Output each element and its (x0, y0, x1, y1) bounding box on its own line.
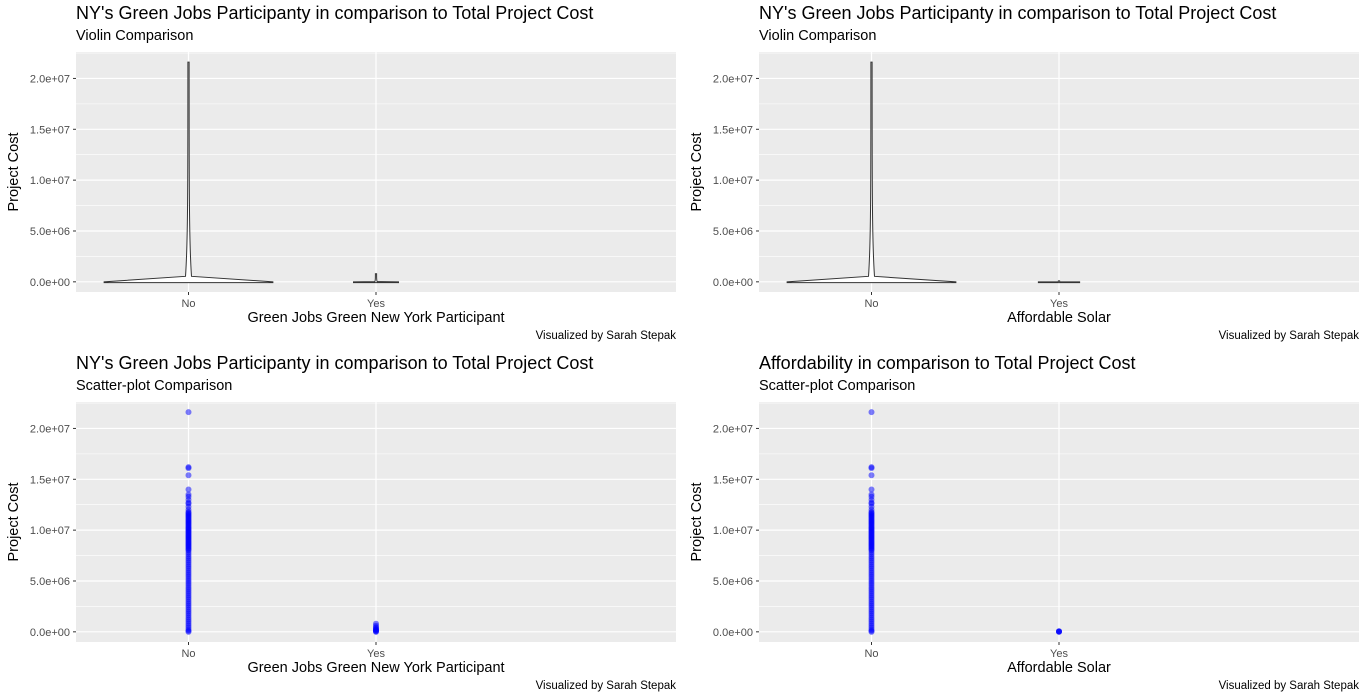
y-axis-ticks: 0.0e+00 5.0e+06 1.0e+07 1.5e+07 2.0e+07 (713, 423, 759, 639)
x-axis-title: Affordable Solar (1007, 660, 1111, 676)
y-tick-label: 1.5e+07 (713, 474, 753, 486)
x-tick-label: Yes (367, 648, 385, 660)
chart-marks (185, 409, 379, 635)
y-tick-label: 5.0e+06 (30, 576, 70, 588)
y-tick-label: 2.0e+07 (30, 73, 70, 85)
y-axis-ticks: 0.0e+00 5.0e+06 1.0e+07 1.5e+07 2.0e+07 (30, 73, 76, 289)
chart-marks (786, 61, 1081, 284)
scatter-point (868, 409, 875, 416)
x-axis-ticks: No Yes (181, 642, 385, 660)
chart-plot: 0.0e+00 5.0e+06 1.0e+07 1.5e+07 2.0e+07 No Ye… (689, 52, 1359, 326)
chart-plot: 0.0e+00 5.0e+06 1.0e+07 1.5e+07 2.0e+07 No Ye… (6, 52, 676, 326)
chart-marks (103, 61, 399, 284)
y-tick-label: 5.0e+06 (713, 226, 753, 238)
chart-title: NY's Green Jobs Participanty in comparis… (759, 3, 1277, 23)
chart-plot: 0.0e+00 5.0e+06 1.0e+07 1.5e+07 2.0e+07 No Ye… (6, 402, 676, 676)
chart-caption: Visualized by Sarah Stepak (1218, 680, 1359, 692)
scatter-point (185, 465, 192, 472)
scatter-point (185, 409, 192, 416)
x-axis-title: Green Jobs Green New York Participant (247, 660, 504, 676)
y-axis-title: Project Cost (6, 133, 22, 212)
x-tick-label: No (181, 298, 195, 310)
chart-panel-scatter-green-jobs: NY's Green Jobs Participanty in comparis… (0, 350, 683, 700)
x-axis-ticks: No Yes (864, 642, 1068, 660)
chart-caption: Visualized by Sarah Stepak (1218, 330, 1359, 342)
scatter-point (185, 486, 192, 493)
y-tick-label: 1.0e+07 (30, 525, 70, 537)
y-tick-label: 1.0e+07 (30, 175, 70, 187)
chart-title: NY's Green Jobs Participanty in comparis… (76, 3, 594, 23)
x-tick-label: Yes (1050, 298, 1068, 310)
chart-caption: Visualized by Sarah Stepak (535, 680, 676, 692)
x-tick-label: No (181, 648, 195, 660)
y-tick-label: 2.0e+07 (713, 73, 753, 85)
violin-yes (353, 273, 399, 284)
chart-subtitle: Scatter-plot Comparison (759, 378, 916, 394)
x-tick-label: No (864, 298, 878, 310)
grid-major (76, 402, 676, 642)
chart-title: Affordability in comparison to Total Pro… (759, 353, 1136, 373)
x-tick-label: Yes (367, 298, 385, 310)
chart-panel-scatter-affordable-solar: Affordability in comparison to Total Pro… (683, 350, 1366, 700)
y-axis-title: Project Cost (6, 483, 22, 562)
x-axis-ticks: No Yes (181, 292, 385, 310)
scatter-point (868, 486, 875, 493)
violin-no (103, 61, 274, 284)
x-axis-ticks: No Yes (864, 292, 1068, 310)
y-tick-label: 0.0e+00 (713, 627, 753, 639)
x-axis-title: Green Jobs Green New York Participant (247, 310, 504, 326)
violin-no (786, 61, 957, 284)
chart-panel-violin-green-jobs: NY's Green Jobs Participanty in comparis… (0, 0, 683, 350)
scatter-point (868, 465, 875, 472)
y-tick-label: 1.5e+07 (30, 474, 70, 486)
y-tick-label: 5.0e+06 (713, 576, 753, 588)
scatter-point (373, 628, 379, 635)
chart-marks (868, 409, 1062, 635)
y-tick-label: 0.0e+00 (30, 277, 70, 289)
x-tick-label: Yes (1050, 648, 1068, 660)
y-tick-label: 5.0e+06 (30, 226, 70, 238)
y-tick-label: 1.5e+07 (713, 124, 753, 136)
scatter-point (1056, 628, 1062, 635)
y-tick-label: 1.0e+07 (713, 525, 753, 537)
y-tick-label: 2.0e+07 (713, 423, 753, 435)
y-tick-label: 0.0e+00 (30, 627, 70, 639)
scatter-point (185, 628, 192, 635)
scatter-point (185, 472, 192, 479)
chart-caption: Visualized by Sarah Stepak (535, 330, 676, 342)
y-axis-ticks: 0.0e+00 5.0e+06 1.0e+07 1.5e+07 2.0e+07 (30, 423, 76, 639)
chart-subtitle: Violin Comparison (76, 28, 194, 44)
y-axis-title: Project Cost (689, 133, 705, 212)
chart-subtitle: Scatter-plot Comparison (76, 378, 233, 394)
chart-plot: 0.0e+00 5.0e+06 1.0e+07 1.5e+07 2.0e+07 No Ye… (689, 402, 1359, 676)
scatter-point (868, 472, 875, 479)
scatter-point (868, 628, 875, 635)
x-axis-title: Affordable Solar (1007, 310, 1111, 326)
y-tick-label: 2.0e+07 (30, 423, 70, 435)
chart-title: NY's Green Jobs Participanty in comparis… (76, 353, 594, 373)
y-tick-label: 0.0e+00 (713, 277, 753, 289)
x-tick-label: No (864, 648, 878, 660)
violin-yes (1037, 280, 1081, 284)
y-tick-label: 1.5e+07 (30, 124, 70, 136)
chart-subtitle: Violin Comparison (759, 28, 877, 44)
y-axis-ticks: 0.0e+00 5.0e+06 1.0e+07 1.5e+07 2.0e+07 (713, 73, 759, 289)
chart-panel-violin-affordable-solar: NY's Green Jobs Participanty in comparis… (683, 0, 1366, 350)
y-axis-title: Project Cost (689, 483, 705, 562)
y-tick-label: 1.0e+07 (713, 175, 753, 187)
